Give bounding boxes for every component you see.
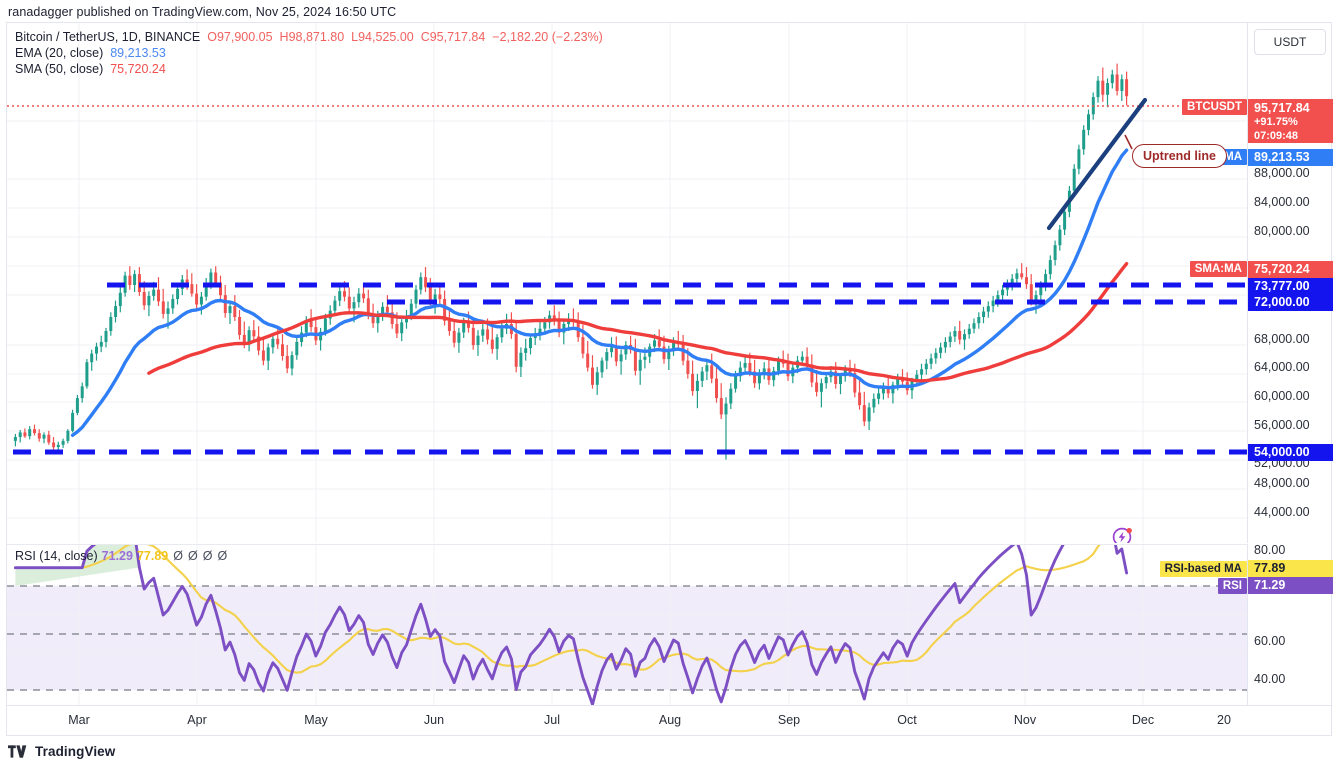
price-tick-3: 68,000.00 xyxy=(1254,332,1310,346)
tradingview-logo-icon xyxy=(8,745,27,758)
price-tick-1: 84,000.00 xyxy=(1254,195,1310,209)
resistance-72000-pill[interactable]: 72,000.00 xyxy=(1248,294,1333,311)
price-tick-8: 48,000.00 xyxy=(1254,476,1310,490)
rsi-based-ma-value: 77.89 xyxy=(1254,561,1286,575)
rsi-based-ma-pill[interactable]: 77.89 xyxy=(1248,560,1333,577)
time-tick-may: May xyxy=(304,713,328,727)
rsi-axis[interactable]: 80.00 60.00 40.00 77.89 71.29 xyxy=(1247,543,1333,705)
rsi-rsi-tag[interactable]: RSI xyxy=(1217,578,1247,594)
ema-legend-value: 89,213.53 xyxy=(110,46,166,60)
price-tick-0: 88,000.00 xyxy=(1254,166,1310,180)
price-tick-5: 60,000.00 xyxy=(1254,389,1310,403)
sma-legend-value: 75,720.24 xyxy=(110,62,166,76)
price-last-price-tag[interactable]: BTCUSDT xyxy=(1182,99,1247,115)
tradingview-footer: TradingView xyxy=(8,744,115,759)
time-axis[interactable]: Mar Apr May Jun Jul Aug Sep Oct Nov Dec 20 xyxy=(7,705,1332,736)
sma-legend-row: SMA (50, close) 75,720.24 xyxy=(15,61,603,77)
rsi-empty-1: Ø xyxy=(187,549,198,563)
last-price-value: 95,717.84 xyxy=(1254,101,1310,115)
ema-pill[interactable]: 89,213.53 xyxy=(1248,149,1333,166)
price-legend: Bitcoin / TetherUS, 1D, BINANCE O97,900.… xyxy=(15,29,603,77)
time-tick-dec: Dec xyxy=(1131,713,1155,727)
rsi-chart-svg xyxy=(7,545,1247,705)
time-tick-aug: Aug xyxy=(658,713,682,727)
time-tick-jun: Jun xyxy=(423,713,445,727)
last-price-change: +91.75% xyxy=(1254,116,1298,128)
price-tick-4: 64,000.00 xyxy=(1254,360,1310,374)
open-label: O xyxy=(207,30,217,44)
symbol-label: Bitcoin / TetherUS, 1D, BINANCE xyxy=(15,30,201,44)
ema-20-line xyxy=(70,148,1129,437)
sma-pill[interactable]: 75,720.24 xyxy=(1248,261,1333,278)
sma-value: 75,720.24 xyxy=(1254,262,1310,276)
price-chart-svg xyxy=(7,23,1247,543)
sma-50-line xyxy=(147,262,1129,383)
time-tick-sep: Sep xyxy=(777,713,801,727)
price-tick-9: 44,000.00 xyxy=(1254,505,1310,519)
high-value: 98,871.80 xyxy=(288,30,345,44)
chart-frame: Bitcoin / TetherUS, 1D, BINANCE O97,900.… xyxy=(6,22,1333,736)
sma-legend-label: SMA (50, close) xyxy=(15,62,104,76)
resistance-73777-pill[interactable]: 73,777.00 xyxy=(1248,278,1333,295)
rsi-legend: RSI (14, close) 71.29 77.89 Ø Ø Ø Ø xyxy=(15,549,227,563)
rsi-overbought-fill xyxy=(15,545,140,586)
price-sma-tag[interactable]: SMA:MA xyxy=(1189,261,1247,277)
price-tick-2: 80,000.00 xyxy=(1254,224,1310,238)
level-lines xyxy=(13,282,1247,455)
change-value: −2,182.20 (−2.23%) xyxy=(492,30,603,44)
ema-legend-label: EMA (20, close) xyxy=(15,46,104,60)
resistance-72000-value: 72,000.00 xyxy=(1254,295,1310,309)
lightning-bolt-icon[interactable] xyxy=(1112,527,1132,543)
time-tick-nov: Nov xyxy=(1013,713,1037,727)
time-tick-20: 20 xyxy=(1217,713,1231,727)
currency-selector[interactable]: USDT xyxy=(1254,29,1326,55)
ema-legend-row: EMA (20, close) 89,213.53 xyxy=(15,45,603,61)
rsi-tick-0: 80.00 xyxy=(1254,543,1286,557)
rsi-empty-2: Ø xyxy=(202,549,213,563)
rsi-pane[interactable]: RSI (14, close) 71.29 77.89 Ø Ø Ø Ø RSI-based … xyxy=(7,544,1247,705)
rsi-value: 71.29 xyxy=(1254,578,1286,592)
rsi-tick-2: 40.00 xyxy=(1254,672,1286,686)
low-value: 94,525.00 xyxy=(358,30,414,44)
rsi-line xyxy=(13,545,1129,705)
high-label: H xyxy=(279,30,289,44)
tradingview-brand-label: TradingView xyxy=(35,744,116,759)
resistance-73777-value: 73,777.00 xyxy=(1254,279,1310,293)
price-axis[interactable]: USDT 88,000.00 84,000.00 80,000.00 68,000.0… xyxy=(1247,23,1333,543)
rsi-based-ma-line xyxy=(15,545,1101,674)
uptrend-trend-line[interactable] xyxy=(1046,97,1148,231)
ema-value: 89,213.53 xyxy=(1254,150,1310,164)
time-tick-mar: Mar xyxy=(68,713,90,727)
last-price-countdown: 07:09:48 xyxy=(1254,130,1299,142)
rsi-empty-3: Ø xyxy=(217,549,228,563)
rsi-ma-legend-value: 77.89 xyxy=(136,549,169,563)
uptrend-line-callout[interactable]: Uptrend line xyxy=(1132,144,1227,168)
support-54000-value: 54,000.00 xyxy=(1254,445,1310,459)
rsi-empty-0: Ø xyxy=(173,549,183,563)
time-tick-oct: Oct xyxy=(897,713,917,727)
rsi-threshold-lines xyxy=(7,585,1247,691)
close-value: 95,717.84 xyxy=(429,30,486,44)
candlestick-series xyxy=(13,63,1129,460)
close-label: C xyxy=(420,30,430,44)
rsi-pill[interactable]: 71.29 xyxy=(1248,577,1333,594)
time-tick-apr: Apr xyxy=(187,713,207,727)
low-label: L xyxy=(351,30,359,44)
price-tick-6: 56,000.00 xyxy=(1254,418,1310,432)
rsi-rsi-based-ma-tag[interactable]: RSI-based MA xyxy=(1159,561,1247,577)
last-price-pill[interactable]: 95,717.84 +91.75% 07:09:48 xyxy=(1248,99,1333,143)
open-value: 97,900.05 xyxy=(216,30,273,44)
rsi-legend-value: 71.29 xyxy=(101,549,133,563)
time-tick-jul: Jul xyxy=(544,713,560,727)
rsi-tick-1: 60.00 xyxy=(1254,634,1286,648)
rsi-legend-title: RSI (14, close) xyxy=(15,549,98,563)
price-pane[interactable]: Bitcoin / TetherUS, 1D, BINANCE O97,900.… xyxy=(7,23,1247,543)
attribution-text: ranadagger published on TradingView.com,… xyxy=(8,5,397,19)
symbol-ohlc-row: Bitcoin / TetherUS, 1D, BINANCE O97,900.… xyxy=(15,29,603,45)
grid-lines xyxy=(7,23,1247,543)
support-54000-pill[interactable]: 54,000.00 xyxy=(1248,444,1333,461)
callout-leader-line xyxy=(1124,134,1133,150)
rsi-band xyxy=(7,586,1247,690)
